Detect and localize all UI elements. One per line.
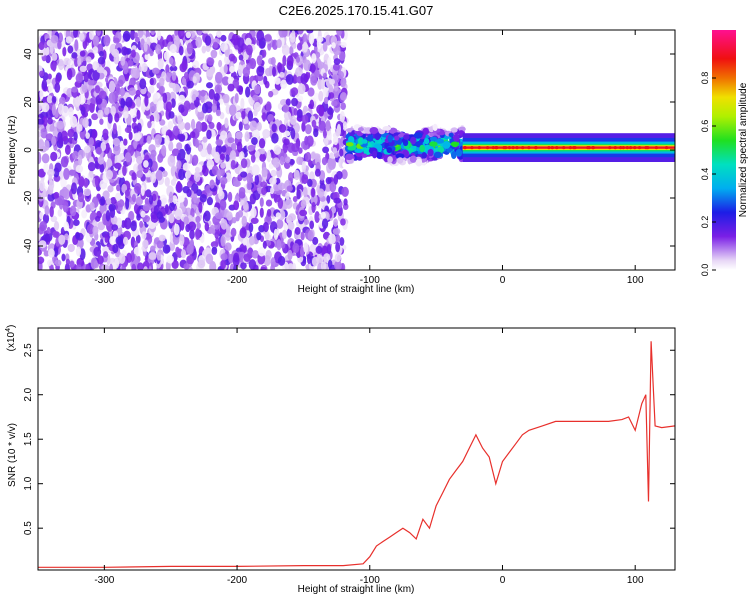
spectrogram-heatmap [38,30,675,270]
snr-y-multiplier-base: (x10 [6,331,17,351]
spectrogram-y-axis: -40 -20 0 20 40 [23,48,675,253]
snr-y-tick-label: 0.5 [23,521,34,535]
snr-y-multiplier: (x104) [5,325,17,352]
snr-y-axis-label: SNR (10 * v/v) [7,423,18,487]
snr-x-axis-label: Height of straight line (km) [298,584,415,595]
colorbar-tick-label: 0.8 [700,72,710,85]
snr-x-axis: -300 -200 -100 0 100 [94,328,644,586]
colorbar-tick-label: 0.6 [700,120,710,133]
snr-panel: -300 -200 -100 0 100 0.5 1.0 1.5 2.0 2.5 Height … [5,325,676,595]
spectrogram-x-tick-label: -300 [94,275,114,286]
snr-y-axis: 0.5 1.0 1.5 2.0 2.5 [23,343,675,535]
snr-x-tick-label: 100 [627,575,644,586]
spectrogram-y-tick-label: -40 [23,238,34,253]
spectrogram-x-axis: -300 -200 -100 0 100 [94,30,644,286]
colorbar-tick-label: 0.0 [700,264,710,277]
colorbar-gradient [712,30,736,270]
spectrogram-y-tick-label: -20 [23,190,34,205]
snr-x-tick-label: -200 [227,575,247,586]
colorbar-label: Normalized spectral amplitude [738,82,749,217]
spectrogram-y-tick-label: 0 [23,147,34,153]
spectrogram-y-tick-label: 20 [23,96,34,108]
snr-y-tick-label: 1.5 [23,432,34,446]
snr-series-line [38,341,675,568]
snr-y-tick-label: 2.5 [23,343,34,357]
spectrogram-x-axis-label: Height of straight line (km) [298,284,415,295]
spectrogram-x-tick-label: -100 [360,275,380,286]
colorbar-tick-label: 0.4 [700,168,710,181]
snr-plot-area [38,341,675,568]
spectrogram-x-tick-label: 100 [627,275,644,286]
spectrogram-y-axis-label: Frequency (Hz) [7,116,18,185]
snr-y-tick-label: 2.0 [23,387,34,401]
colorbar-tick-label: 0.2 [700,216,710,229]
snr-y-tick-label: 1.0 [23,476,34,490]
svg-text:(x104): (x104) [5,325,17,352]
colorbar: 0.0 0.2 0.4 0.6 0.8 Normalized spectral ampl… [700,30,749,276]
snr-y-multiplier-exp: 4 [5,328,12,332]
snr-frame [37,327,676,571]
colorbar-ticks: 0.0 0.2 0.4 0.6 0.8 [700,72,716,277]
spectrogram-y-tick-label: 40 [23,48,34,60]
spectrogram-x-tick-label: 0 [500,275,506,286]
snr-x-tick-label: 0 [500,575,506,586]
chart-title: C2E6.2025.170.15.41.G07 [279,3,434,18]
spectrogram-x-tick-label: -200 [227,275,247,286]
snr-x-tick-label: -100 [360,575,380,586]
snr-x-tick-label: -300 [94,575,114,586]
